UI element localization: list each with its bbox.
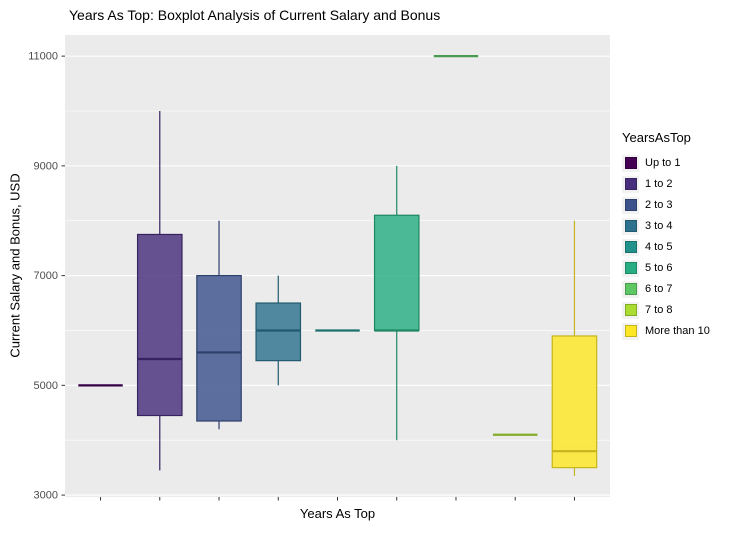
boxplot-5-to-6 xyxy=(373,165,420,441)
legend-item: 5 to 6 xyxy=(622,259,710,277)
legend-key xyxy=(622,175,639,193)
boxplot-2-to-3 xyxy=(196,220,242,430)
legend-label: 5 to 6 xyxy=(645,262,673,274)
legend-item: 7 to 8 xyxy=(622,301,710,319)
legend-label: 3 to 4 xyxy=(645,220,673,232)
legend-key xyxy=(622,217,639,235)
legend-swatch-icon xyxy=(624,241,637,253)
x-axis-label: Years As Top xyxy=(299,506,376,521)
legend-swatch-icon xyxy=(624,157,637,169)
legend-key xyxy=(622,280,639,298)
legend-swatch-icon xyxy=(624,325,637,337)
chart-title: Years As Top: Boxplot Analysis of Curren… xyxy=(69,7,441,23)
boxplot-more-than-10 xyxy=(551,220,598,476)
legend-label: 2 to 3 xyxy=(645,199,673,211)
box xyxy=(136,233,183,417)
legend-label: 7 to 8 xyxy=(645,304,673,316)
legend-swatch-icon xyxy=(624,199,637,211)
legend-label: 1 to 2 xyxy=(645,178,673,190)
y-tick-label: 3000 xyxy=(34,490,58,502)
legend-item: 2 to 3 xyxy=(622,196,710,214)
box xyxy=(551,335,598,469)
legend-key xyxy=(622,238,639,256)
legend-key xyxy=(622,322,639,340)
legend-label: Up to 1 xyxy=(645,157,681,169)
legend-item: 3 to 4 xyxy=(622,217,710,235)
legend-swatch-icon xyxy=(624,304,637,316)
legend-swatch-icon xyxy=(624,178,637,190)
y-tick-label: 5000 xyxy=(34,380,58,392)
legend-label: More than 10 xyxy=(645,325,710,337)
legend-item: Up to 1 xyxy=(622,154,710,172)
box xyxy=(255,302,302,362)
legend-swatch-icon xyxy=(624,283,637,295)
y-tick-label: 11000 xyxy=(28,51,58,63)
legend-item: More than 10 xyxy=(622,322,710,340)
y-tick-label: 9000 xyxy=(34,160,58,172)
legend-swatch-icon xyxy=(624,220,637,232)
legend-label: 6 to 7 xyxy=(645,283,673,295)
boxplot-1-to-2 xyxy=(136,110,183,471)
legend: YearsAsTop Up to 1 1 to 2 2 to 3 3 to 4 4 to… xyxy=(622,130,710,343)
legend-key xyxy=(622,154,639,172)
legend-item: 1 to 2 xyxy=(622,175,710,193)
legend-key xyxy=(622,196,639,214)
y-tick-label: 7000 xyxy=(34,270,58,282)
legend-title: YearsAsTop xyxy=(622,130,691,145)
box xyxy=(196,275,242,422)
legend-items: Up to 1 1 to 2 2 to 3 3 to 4 4 to 5 5 to 6 6 t… xyxy=(622,154,710,340)
boxplot-3-to-4 xyxy=(255,275,302,386)
legend-label: 4 to 5 xyxy=(645,241,673,253)
legend-key xyxy=(622,301,639,319)
legend-key xyxy=(622,259,639,277)
legend-swatch-icon xyxy=(624,262,637,274)
legend-item: 6 to 7 xyxy=(622,280,710,298)
box xyxy=(373,214,420,332)
legend-item: 4 to 5 xyxy=(622,238,710,256)
